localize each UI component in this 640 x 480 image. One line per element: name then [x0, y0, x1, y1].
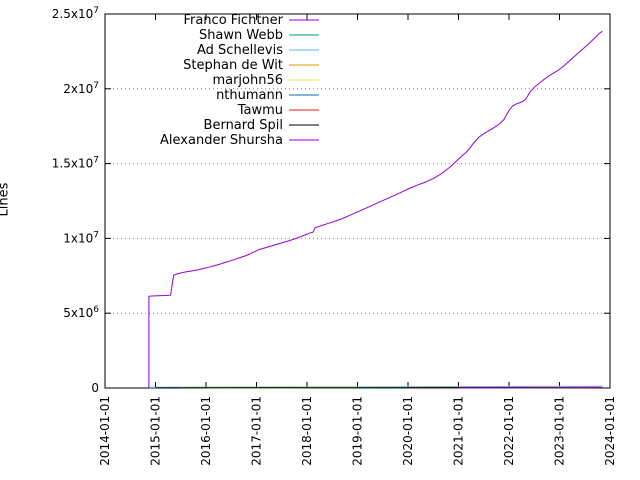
y-tick-label: 1.5x107	[52, 156, 99, 171]
y-tick-label: 2x107	[63, 81, 99, 96]
legend-label-nthumann: nthumann	[216, 88, 283, 103]
y-tick-label: 0	[91, 381, 99, 395]
x-tick-label: 2015-01-01	[149, 396, 163, 466]
legend-label-marjohn56: marjohn56	[212, 73, 283, 88]
y-tick-label: 1x107	[63, 230, 99, 245]
x-tick-label: 2023-01-01	[553, 396, 567, 466]
x-tick-label: 2016-01-01	[199, 396, 213, 466]
x-tick-label: 2021-01-01	[452, 396, 466, 466]
x-tick-label: 2019-01-01	[351, 396, 365, 466]
plot-border	[104, 13, 611, 389]
y-tick-label: 5x106	[63, 305, 99, 320]
legend-label-stephan-de-wit: Stephan de Wit	[183, 58, 283, 73]
y-axis-title: Lines	[0, 182, 12, 217]
x-tick-label: 2020-01-01	[401, 396, 415, 466]
series-line-franco-fichtner	[148, 30, 603, 388]
y-tick-label: 2.5x107	[52, 6, 99, 21]
legend-label-shawn-webb: Shawn Webb	[199, 28, 283, 43]
legend-label-bernard-spil: Bernard Spil	[204, 118, 283, 133]
x-tick-label: 2018-01-01	[300, 396, 314, 466]
x-tick-label: 2022-01-01	[502, 396, 516, 466]
x-tick-label: 2014-01-01	[98, 396, 112, 466]
legend-label-tawmu: Tawmu	[237, 103, 283, 118]
legend-label-franco-fichtner: Franco Fichtner	[183, 13, 283, 28]
x-tick-label: 2017-01-01	[250, 396, 264, 466]
legend-label-ad-schellevis: Ad Schellevis	[197, 43, 283, 58]
x-tick-label: 2024-01-01	[603, 396, 617, 466]
legend-label-alexander-shursha: Alexander Shursha	[160, 133, 283, 148]
